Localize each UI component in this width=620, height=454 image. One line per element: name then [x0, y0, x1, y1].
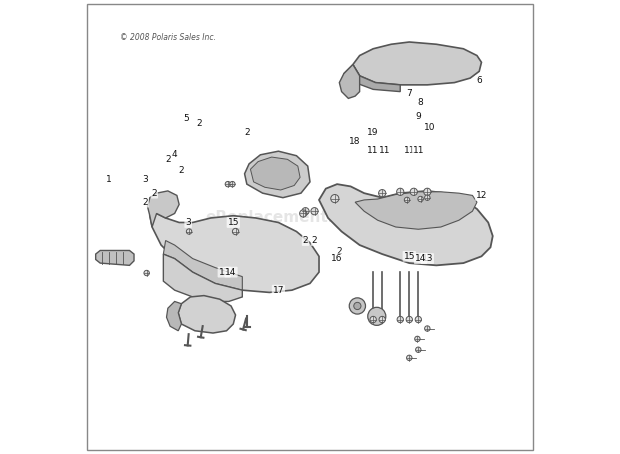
Circle shape: [229, 182, 235, 187]
Text: 11: 11: [368, 146, 379, 155]
Text: 3: 3: [143, 175, 148, 184]
Text: 2: 2: [244, 128, 250, 137]
Circle shape: [370, 316, 376, 323]
Polygon shape: [167, 301, 182, 331]
Circle shape: [425, 195, 430, 200]
Circle shape: [187, 229, 192, 234]
Circle shape: [406, 316, 412, 323]
Polygon shape: [339, 64, 360, 99]
Text: 11: 11: [404, 146, 415, 155]
Text: 13: 13: [422, 254, 433, 263]
Circle shape: [225, 182, 231, 187]
Text: 18: 18: [350, 137, 361, 146]
Text: 19: 19: [368, 128, 379, 137]
Text: 3: 3: [185, 218, 191, 227]
Text: 4: 4: [172, 150, 177, 159]
Circle shape: [425, 326, 430, 331]
Text: 2: 2: [312, 236, 317, 245]
Text: 11: 11: [379, 146, 390, 155]
Circle shape: [368, 307, 386, 326]
Circle shape: [415, 336, 420, 341]
Text: 2: 2: [151, 189, 157, 197]
Circle shape: [404, 197, 410, 202]
Polygon shape: [163, 241, 242, 290]
Circle shape: [232, 228, 239, 235]
Text: eReplacementParts.com: eReplacementParts.com: [206, 211, 414, 226]
Polygon shape: [355, 192, 477, 229]
Text: 14: 14: [225, 267, 237, 276]
Polygon shape: [95, 251, 134, 265]
Text: 11: 11: [412, 146, 424, 155]
Polygon shape: [353, 42, 482, 85]
Text: 12: 12: [476, 191, 487, 200]
Text: 8: 8: [418, 99, 423, 108]
Circle shape: [354, 302, 361, 310]
Circle shape: [423, 188, 431, 195]
Polygon shape: [148, 191, 179, 227]
Text: 6: 6: [476, 76, 482, 85]
Circle shape: [407, 355, 412, 360]
Circle shape: [397, 188, 404, 195]
Circle shape: [379, 316, 386, 323]
Polygon shape: [244, 151, 310, 197]
Text: 2: 2: [197, 118, 202, 128]
Text: 16: 16: [331, 254, 343, 263]
Text: 2: 2: [337, 247, 342, 257]
Circle shape: [410, 188, 417, 195]
Text: 14: 14: [415, 254, 426, 263]
Circle shape: [299, 210, 307, 217]
Circle shape: [379, 190, 386, 197]
Circle shape: [397, 316, 404, 323]
Text: 2: 2: [179, 166, 184, 175]
Text: © 2008 Polaris Sales Inc.: © 2008 Polaris Sales Inc.: [120, 33, 216, 42]
Circle shape: [330, 194, 339, 202]
Circle shape: [144, 270, 149, 276]
Text: 9: 9: [415, 112, 421, 121]
Text: 7: 7: [406, 89, 412, 99]
Text: 15: 15: [404, 252, 415, 261]
Polygon shape: [344, 64, 401, 92]
Polygon shape: [150, 213, 319, 292]
Text: 2: 2: [143, 197, 148, 207]
Circle shape: [349, 298, 366, 314]
Circle shape: [415, 347, 421, 352]
Circle shape: [418, 196, 423, 202]
Text: 1: 1: [107, 175, 112, 184]
Text: 2: 2: [165, 155, 171, 164]
Polygon shape: [163, 254, 242, 301]
Text: 5: 5: [183, 114, 188, 123]
Text: 17: 17: [273, 286, 284, 295]
Polygon shape: [250, 157, 300, 190]
Circle shape: [302, 207, 309, 215]
Circle shape: [311, 207, 318, 215]
Polygon shape: [178, 296, 236, 333]
Text: 2: 2: [303, 236, 308, 245]
Circle shape: [415, 316, 422, 323]
Text: 15: 15: [228, 218, 239, 227]
Text: 10: 10: [424, 123, 435, 132]
Text: 13: 13: [218, 267, 230, 276]
Polygon shape: [319, 184, 493, 265]
